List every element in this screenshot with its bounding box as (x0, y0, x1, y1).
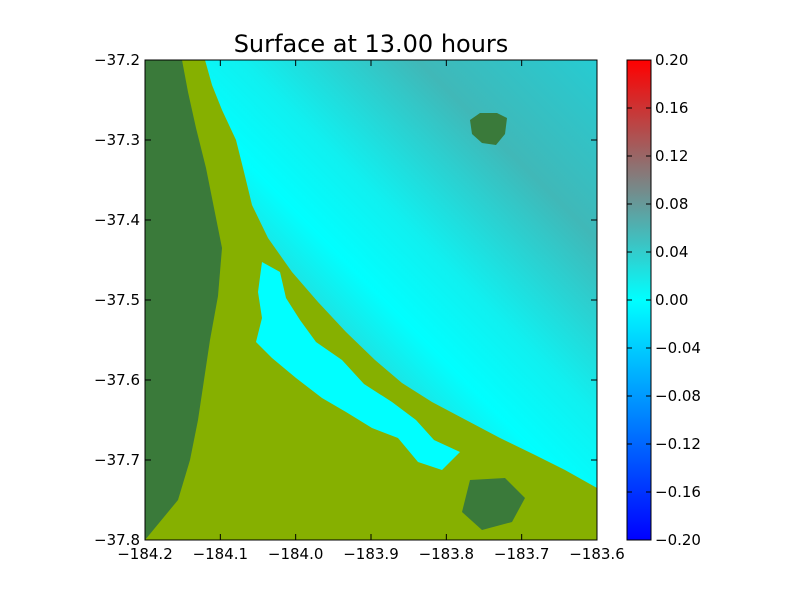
x-tick-label: −184.2 (117, 545, 173, 563)
x-tick-label: −184.0 (268, 545, 324, 563)
y-tick-label: −37.2 (94, 51, 140, 69)
colorbar-tick-label: −0.04 (655, 339, 701, 357)
colorbar-tick-label: −0.12 (655, 435, 701, 453)
y-tick-label: −37.7 (94, 451, 140, 469)
y-tick-label: −37.8 (94, 531, 140, 549)
colorbar-tick-label: −0.16 (655, 483, 701, 501)
y-tick-label: −37.5 (94, 291, 140, 309)
colorbar-tick-label: 0.12 (655, 147, 688, 165)
inland-land-east (462, 478, 525, 530)
colorbar-axis: 0.20 0.16 0.12 0.08 0.04 0.00 −0.04 −0.08 −0.12 −… (627, 51, 701, 549)
chart-title: Surface at 13.00 hours (234, 30, 509, 58)
y-tick-label: −37.4 (94, 211, 140, 229)
x-tick-label: −183.8 (419, 545, 475, 563)
x-axis: −184.2 −184.1 −184.0 −183.9 −183.8 −183.7 −183… (117, 60, 625, 563)
y-axis: −37.2 −37.3 −37.4 −37.5 −37.6 −37.7 −37.8 (94, 51, 597, 549)
harbour-water (256, 262, 460, 470)
colorbar-tick-label: 0.00 (655, 291, 688, 309)
inland-land (145, 60, 222, 540)
y-tick-label: −37.3 (94, 131, 140, 149)
y-tick-label: −37.6 (94, 371, 140, 389)
colorbar-tick-label: −0.20 (655, 531, 701, 549)
x-tick-label: −184.1 (193, 545, 249, 563)
heatmap-area (145, 60, 597, 540)
colorbar-tick-label: 0.04 (655, 243, 688, 261)
x-tick-label: −183.7 (494, 545, 550, 563)
colorbar-tick-label: −0.08 (655, 387, 701, 405)
island (470, 113, 507, 145)
colorbar-tick-label: 0.16 (655, 99, 688, 117)
coastal-land (145, 60, 597, 540)
colorbar-tick-label: 0.20 (655, 51, 688, 69)
colorbar-tick-label: 0.08 (655, 195, 688, 213)
x-tick-label: −183.6 (569, 545, 625, 563)
x-tick-label: −183.9 (343, 545, 399, 563)
